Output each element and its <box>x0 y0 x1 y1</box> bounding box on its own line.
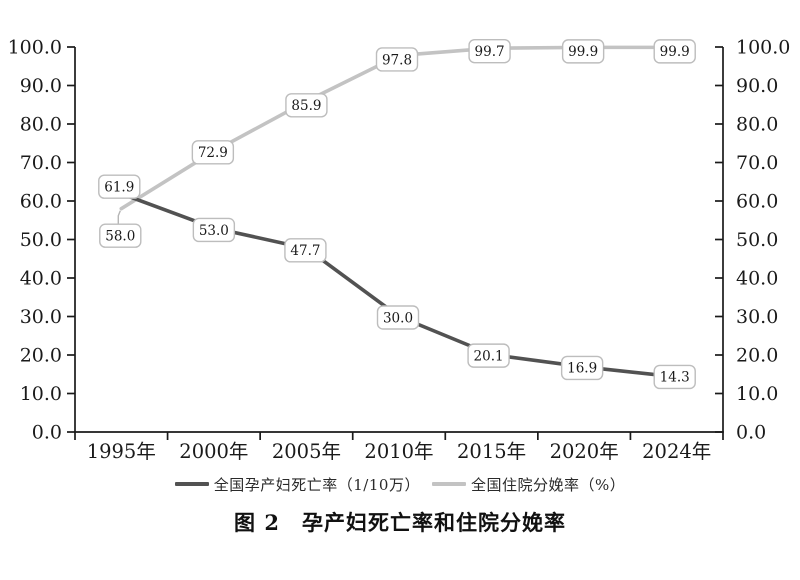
data-label: 72.9 <box>198 145 228 161</box>
y-tick-label-left: 20.0 <box>20 345 62 367</box>
data-label: 53.0 <box>199 223 229 239</box>
data-label: 14.3 <box>660 370 690 386</box>
y-tick-label-left: 0.0 <box>32 422 62 444</box>
y-tick-label-right: 100.0 <box>736 37 790 59</box>
y-tick-label-right: 40.0 <box>736 268 778 290</box>
data-label-box <box>561 39 605 64</box>
y-tick-label-right: 0.0 <box>736 422 766 444</box>
y-tick-label-left: 50.0 <box>20 229 62 251</box>
y-tick-label-left: 30.0 <box>20 306 62 328</box>
figure-caption: 图 2 孕产妇死亡率和住院分娩率 <box>234 510 566 535</box>
data-label-box <box>468 38 511 64</box>
legend-line-swatch-delivery <box>431 482 466 486</box>
x-tick-label: 2005年 <box>272 440 341 463</box>
y-tick-label-left: 60.0 <box>20 191 62 213</box>
data-label-box <box>467 343 510 368</box>
data-label-leader <box>117 210 121 225</box>
data-label-box <box>560 355 604 381</box>
data-label: 85.9 <box>291 98 321 114</box>
data-label: 47.7 <box>290 243 320 259</box>
data-label-box <box>376 305 420 330</box>
data-label-box <box>98 174 141 199</box>
data-label-box <box>284 238 327 263</box>
x-tick-label: 2020年 <box>550 440 619 463</box>
y-tick-label-left: 80.0 <box>20 114 62 136</box>
data-label-box <box>285 93 328 118</box>
data-label: 99.9 <box>660 44 690 60</box>
y-tick-label-right: 60.0 <box>736 191 778 213</box>
x-tick-label: 2010年 <box>364 440 433 463</box>
data-label: 99.7 <box>475 44 505 60</box>
legend-item-mortality: 全国孕产妇死亡率（1/10万） <box>174 474 420 495</box>
data-label-box <box>375 47 419 72</box>
y-tick-label-right: 30.0 <box>736 306 778 328</box>
y-tick-label-left: 90.0 <box>20 75 62 97</box>
y-tick-label-right: 10.0 <box>736 383 778 405</box>
data-label: 97.8 <box>382 52 412 68</box>
data-label-box <box>653 39 696 64</box>
legend-item-delivery: 全国住院分娩率（%） <box>431 474 626 495</box>
data-label: 30.0 <box>383 310 413 326</box>
data-label-box <box>192 217 236 243</box>
data-label-box <box>653 364 696 390</box>
y-tick-label-left: 70.0 <box>20 152 62 174</box>
x-tick-label: 1995年 <box>87 440 156 463</box>
data-label-box <box>99 223 142 248</box>
y-tick-label-right: 80.0 <box>736 114 778 136</box>
y-tick-label-left: 40.0 <box>20 268 62 290</box>
y-tick-label-left: 100.0 <box>8 37 62 59</box>
chart: 0.0 0.0 10.0 10.0 20.0 20.0 30.0 30.0 40.0 40.0 50… <box>8 37 791 464</box>
legend-label-mortality: 全国孕产妇死亡率（1/10万） <box>213 475 420 494</box>
y-tick-label-right: 50.0 <box>736 229 778 251</box>
data-label: 99.9 <box>568 44 598 60</box>
legend-label-delivery: 全国住院分娩率（%） <box>470 475 626 494</box>
data-label: 58.0 <box>105 229 135 245</box>
data-label-box <box>191 140 235 165</box>
y-tick-label-left: 10.0 <box>20 383 62 405</box>
y-tick-label-right: 90.0 <box>736 75 778 97</box>
y-tick-label-right: 20.0 <box>736 345 778 367</box>
data-label: 61.9 <box>104 179 134 195</box>
data-label: 16.9 <box>567 361 597 377</box>
y-tick-label-right: 70.0 <box>736 152 778 174</box>
x-tick-label: 2000年 <box>179 440 248 463</box>
x-tick-label: 2015年 <box>457 440 526 463</box>
legend-line-swatch-mortality <box>174 482 209 486</box>
legend: 全国孕产妇死亡率（1/10万） 全国住院分娩率（%） <box>0 472 800 496</box>
data-label: 20.1 <box>474 348 504 364</box>
x-tick-label: 2024年 <box>642 440 711 463</box>
